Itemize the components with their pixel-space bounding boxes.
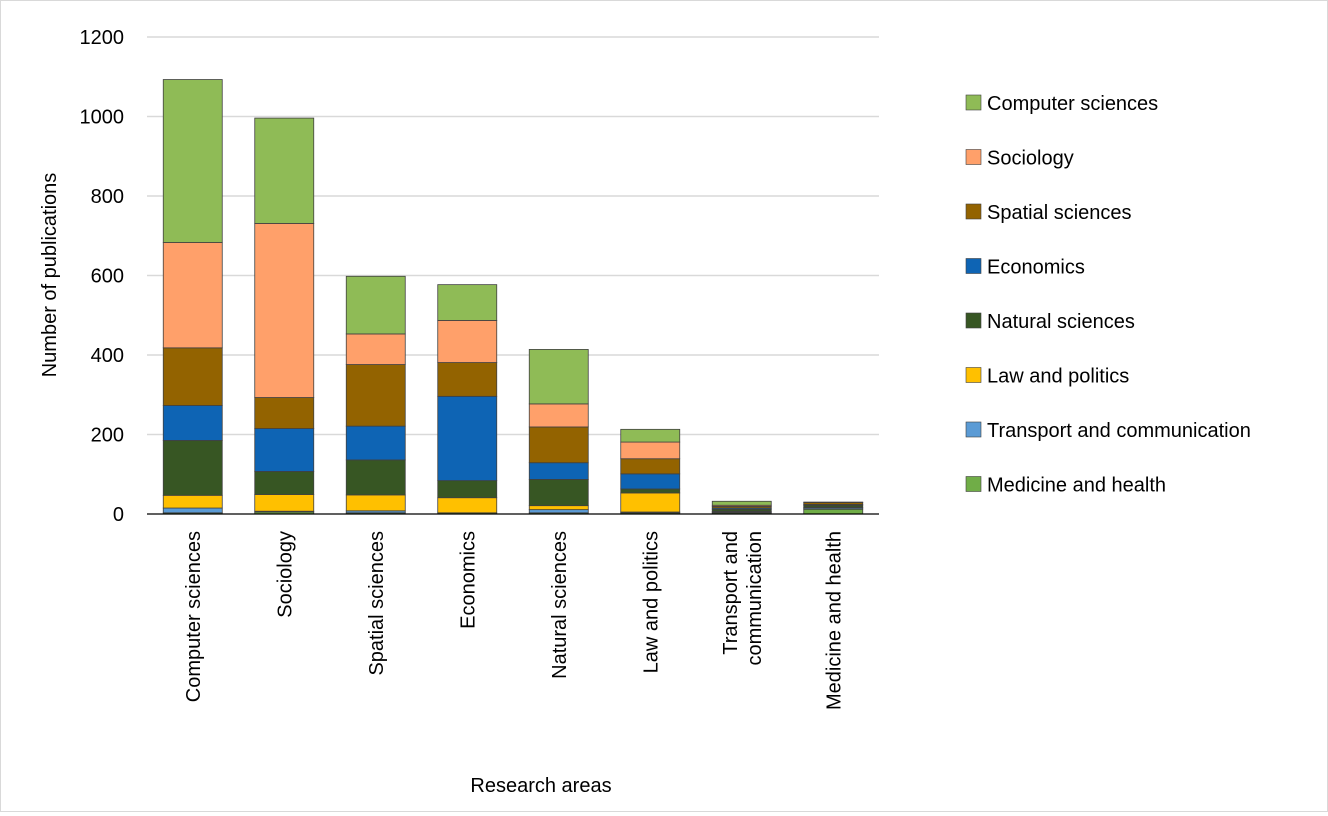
x-tick-label: Computer sciences (183, 531, 205, 702)
legend-swatch-medicine-and-health (966, 477, 981, 492)
y-tick-label: 800 (91, 186, 124, 208)
bar-sociology-law-and-politics (255, 495, 314, 512)
x-tick-label-line: communication (744, 531, 766, 666)
legend-swatch-sociology (966, 150, 981, 165)
bar-spatial-sciences-spatial-sciences (346, 365, 405, 427)
legend-swatch-spatial-sciences (966, 204, 981, 219)
bar-law-and-politics-spatial-sciences (621, 459, 680, 474)
bar-law-and-politics-natural-sciences (621, 489, 680, 493)
legend-label-computer-sciences: Computer sciences (987, 93, 1158, 115)
bar-spatial-sciences-sociology (346, 334, 405, 365)
bar-sociology-economics (255, 429, 314, 472)
legend-label-natural-sciences: Natural sciences (987, 311, 1135, 333)
y-tick-label: 200 (91, 425, 124, 447)
bar-spatial-sciences-economics (346, 426, 405, 460)
bar-sociology-computer-sciences (255, 118, 314, 223)
bar-sociology-sociology (255, 223, 314, 397)
legend-swatch-natural-sciences (966, 313, 981, 328)
legend-swatch-computer-sciences (966, 95, 981, 110)
x-tick-label: Natural sciences (549, 531, 571, 679)
bar-natural-sciences-transport-and-communication (529, 510, 588, 513)
bar-economics-law-and-politics (438, 498, 497, 513)
legend: Computer sciences Sociology Spatial scienc… (966, 93, 1251, 497)
bar-sociology-natural-sciences (255, 471, 314, 494)
legend-swatch-law-and-politics (966, 368, 981, 383)
legend-label-law-and-politics: Law and politics (987, 366, 1129, 388)
bar-computer-sciences-computer-sciences (163, 80, 222, 243)
bar-spatial-sciences-law-and-politics (346, 495, 405, 511)
y-tick-label: 0 (113, 504, 124, 526)
bar-law-and-politics-computer-sciences (621, 429, 680, 442)
bar-computer-sciences-spatial-sciences (163, 348, 222, 406)
bar-law-and-politics-sociology (621, 442, 680, 459)
y-tick-label: 1200 (80, 27, 125, 49)
y-tick-label: 600 (91, 266, 124, 288)
bar-economics-sociology (438, 320, 497, 362)
bar-natural-sciences-economics (529, 463, 588, 480)
bars (163, 80, 863, 514)
bar-sociology-spatial-sciences (255, 398, 314, 429)
legend-label-economics: Economics (987, 257, 1085, 279)
bar-natural-sciences-law-and-politics (529, 506, 588, 510)
x-tick-label: Spatial sciences (366, 531, 388, 676)
bar-economics-natural-sciences (438, 481, 497, 498)
legend-label-transport-and-communication: Transport and communication (987, 420, 1251, 442)
bar-law-and-politics-law-and-politics (621, 493, 680, 512)
legend-label-sociology: Sociology (987, 148, 1074, 170)
x-tick-label: Law and politics (640, 531, 662, 673)
bar-spatial-sciences-computer-sciences (346, 276, 405, 334)
bar-medicine-and-health-medicine-and-health (804, 509, 863, 514)
x-tick-label: Economics (457, 531, 479, 629)
bar-law-and-politics-economics (621, 474, 680, 489)
bar-economics-economics (438, 396, 497, 480)
x-tick-label-line: Transport and (720, 531, 742, 655)
x-tick-label: Sociology (274, 531, 296, 618)
bar-computer-sciences-transport-and-communication (163, 508, 222, 513)
bar-computer-sciences-law-and-politics (163, 495, 222, 508)
bar-computer-sciences-natural-sciences (163, 440, 222, 495)
x-axis-title: Research areas (470, 775, 611, 797)
bar-economics-computer-sciences (438, 285, 497, 321)
bar-natural-sciences-natural-sciences (529, 479, 588, 505)
x-tick-label: Medicine and health (823, 531, 845, 710)
y-tick-label: 1000 (80, 107, 125, 129)
bar-natural-sciences-spatial-sciences (529, 427, 588, 463)
bar-natural-sciences-sociology (529, 404, 588, 427)
bar-natural-sciences-computer-sciences (529, 349, 588, 403)
bar-spatial-sciences-natural-sciences (346, 460, 405, 495)
bar-economics-spatial-sciences (438, 363, 497, 397)
legend-swatch-transport-and-communication (966, 422, 981, 437)
bar-computer-sciences-economics (163, 405, 222, 440)
y-axis-title: Number of publications (39, 173, 61, 378)
legend-swatch-economics (966, 259, 981, 274)
legend-label-spatial-sciences: Spatial sciences (987, 202, 1132, 224)
legend-label-medicine-and-health: Medicine and health (987, 475, 1166, 497)
bar-computer-sciences-sociology (163, 243, 222, 348)
y-tick-label: 400 (91, 345, 124, 367)
bar-transport-and-communication-computer-sciences (712, 501, 771, 505)
axes: Computer sciences Sociology Spatial scienc… (147, 514, 879, 710)
